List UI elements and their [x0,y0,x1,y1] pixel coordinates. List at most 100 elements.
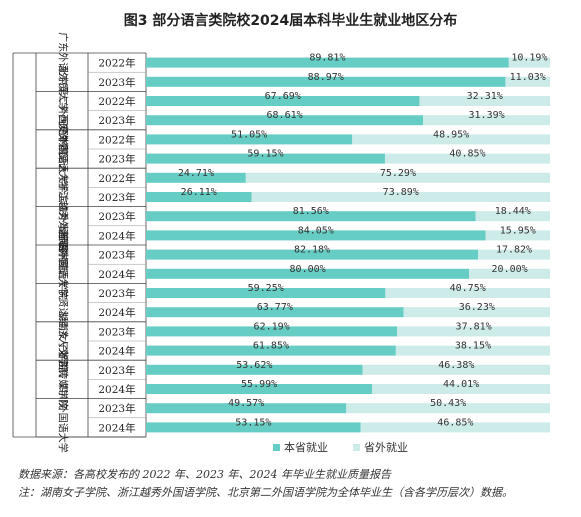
bar-in-province [146,364,363,375]
bar-out-province [469,268,550,279]
data-label-out: 44.01% [443,379,479,390]
bar-in-province [146,76,506,87]
data-label-in: 84.05% [298,225,334,236]
data-label-out: 40.85% [449,149,485,160]
bar-in-province [146,268,470,279]
bar-out-province [384,153,550,164]
school-label-2: 西安外国语大学 [57,114,70,184]
data-label-out: 46.85% [437,417,473,428]
year-label: 2023年 [98,210,135,223]
data-label-in: 55.99% [241,379,277,390]
data-label-out: 46.38% [438,360,474,371]
bar-out-province [251,192,550,202]
bar-out-province [362,364,550,375]
bar-out-province [508,57,550,68]
data-label-out: 17.82% [496,245,532,256]
bar-in-province [146,384,373,394]
legend-label-out: 省外就业 [364,440,408,454]
data-label-in: 88.97% [308,72,344,83]
data-label-out: 36.23% [459,302,495,313]
year-label: 2024年 [98,268,135,281]
data-label-out: 40.75% [450,283,486,294]
bar-out-province [403,307,550,318]
bar-in-province [146,57,509,68]
bar-out-province [372,384,550,394]
bar-in-province [146,307,404,318]
data-label-in: 24.71% [178,168,214,179]
data-label-in: 63.77% [257,302,293,313]
school-label-3: 天津外国语大学滨海外事学院 [57,122,70,252]
data-label-out: 11.03% [510,72,546,83]
year-label: 2024年 [98,421,135,434]
data-label-in: 67.69% [265,91,301,102]
data-label-out: 75.29% [380,168,416,179]
year-label: 2023年 [98,114,135,127]
data-label-in: 53.15% [235,417,271,428]
bar-in-province [146,96,420,106]
bar-in-province [146,230,486,241]
school-label-7: 湖南女子学院 [57,311,70,371]
bar-in-province [146,422,361,433]
data-label-in: 62.19% [254,321,290,332]
school-label-0: 广东外语外贸大学 [57,32,70,112]
year-label: 2022年 [98,57,135,70]
data-label-in: 59.25% [248,283,284,294]
bar-in-province [146,288,386,298]
bar-in-province [146,326,398,337]
legend-label-in: 本省就业 [284,440,328,454]
bar-in-province [146,211,476,222]
bar-out-province [352,134,550,145]
year-label: 2024年 [98,383,135,396]
bar-in-province [146,134,353,145]
source-footnote: 数据来源：各高校发布的 2022 年、2023 年、2024 年毕业生就业质量报… [18,468,391,481]
bar-out-province [475,211,550,222]
bar-out-province [385,288,550,298]
legend-swatch-out [353,444,360,451]
data-label-out: 31.39% [469,110,505,121]
bar-in-province [146,403,347,414]
bar-in-province [146,192,252,202]
data-label-out: 50.43% [430,398,466,409]
bar-out-province [485,230,550,241]
bar-out-province [360,422,550,433]
school-label-8: 浙江传媒学院 [57,349,70,409]
bar-in-province [146,153,385,164]
year-label: 2023年 [98,364,135,377]
bar-out-province [478,249,550,260]
year-label: 2022年 [98,172,135,185]
data-label-out: 37.81% [456,321,492,332]
data-label-in: 68.61% [267,110,303,121]
bar-in-province [146,115,424,126]
data-label-in: 51.05% [231,129,267,140]
bar-out-province [346,403,550,414]
bar-in-province [146,249,479,260]
data-label-out: 48.95% [433,129,469,140]
bar-in-province [146,172,246,183]
data-label-in: 61.85% [253,341,289,352]
chart-title: 图3 部分语言类院校2024届本科毕业生就业地区分布 [123,13,458,29]
remark-footnote: 注：湖南女子学院、浙江越秀外国语学院、北京第二外国语学院为全体毕业生（含各学历层… [18,486,513,499]
data-label-out: 20.00% [492,264,528,275]
year-label: 2023年 [98,249,135,262]
year-label: 2022年 [98,133,135,146]
bar-out-province [245,172,550,183]
school-label-1: 北京第二外国语学院 [57,66,70,156]
bar-out-province [397,326,550,337]
data-label-out: 73.89% [383,187,419,198]
chart-svg: 广东外语外贸大学 2022年 89.81% 10.19% 2023年 88.97% 11.0… [12,32,550,454]
bar-out-province [395,345,550,356]
data-label-in: 82.18% [294,245,330,256]
data-label-in: 80.00% [290,264,326,275]
data-label-out: 32.31% [467,91,503,102]
year-label: 2023年 [98,287,135,300]
year-label: 2024年 [98,345,135,358]
bar-in-province [146,345,396,356]
year-label: 2023年 [98,76,135,89]
school-label-4: 浙江越秀外国语学院 [57,181,70,271]
data-label-out: 38.15% [455,341,491,352]
year-label: 2022年 [98,95,135,108]
data-label-out: 10.19% [511,53,547,64]
school-label-9: 四川外国语大学 [57,383,70,453]
bar-out-province [505,76,550,87]
data-label-in: 49.57% [228,398,264,409]
